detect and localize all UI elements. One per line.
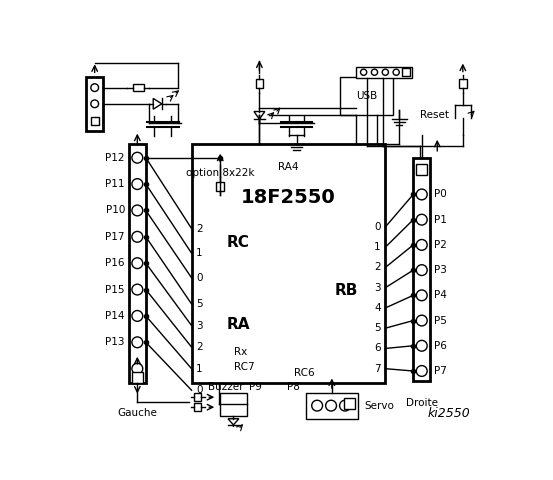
Text: P14: P14 bbox=[106, 311, 125, 321]
Bar bbox=[413, 158, 430, 381]
Text: RC: RC bbox=[226, 235, 249, 250]
Circle shape bbox=[91, 84, 98, 92]
Text: 4: 4 bbox=[374, 303, 380, 313]
Circle shape bbox=[416, 240, 427, 250]
Text: P4: P4 bbox=[434, 290, 447, 300]
Circle shape bbox=[132, 337, 143, 348]
Text: P17: P17 bbox=[106, 232, 125, 242]
Bar bbox=[459, 79, 467, 88]
Text: 2: 2 bbox=[196, 342, 203, 352]
Text: 18F2550: 18F2550 bbox=[241, 188, 336, 207]
Bar bbox=[86, 77, 103, 131]
Text: P5: P5 bbox=[434, 315, 447, 325]
Circle shape bbox=[416, 189, 427, 200]
Text: 1: 1 bbox=[196, 364, 203, 373]
Text: P2: P2 bbox=[434, 240, 447, 250]
Circle shape bbox=[312, 400, 322, 411]
Bar bbox=[132, 372, 143, 383]
Text: RC7: RC7 bbox=[234, 362, 255, 372]
Bar bbox=[129, 144, 146, 383]
Circle shape bbox=[132, 205, 143, 216]
Text: P11: P11 bbox=[106, 179, 125, 189]
Bar bbox=[341, 77, 393, 115]
Circle shape bbox=[416, 340, 427, 351]
Text: USB: USB bbox=[356, 91, 377, 101]
Text: 3: 3 bbox=[196, 321, 203, 331]
Text: Droite: Droite bbox=[406, 397, 438, 408]
Text: 1: 1 bbox=[374, 242, 380, 252]
Circle shape bbox=[340, 400, 351, 411]
Circle shape bbox=[132, 258, 143, 269]
Circle shape bbox=[132, 231, 143, 242]
Text: P7: P7 bbox=[434, 366, 447, 376]
Text: Buzzer: Buzzer bbox=[208, 382, 243, 392]
Text: 5: 5 bbox=[374, 323, 380, 333]
Text: P1: P1 bbox=[434, 215, 447, 225]
Bar bbox=[305, 393, 358, 419]
Bar bbox=[91, 117, 98, 125]
Circle shape bbox=[132, 311, 143, 321]
Circle shape bbox=[372, 69, 378, 75]
Circle shape bbox=[91, 100, 98, 108]
Circle shape bbox=[382, 69, 388, 75]
Circle shape bbox=[416, 290, 427, 301]
Circle shape bbox=[393, 69, 399, 75]
Text: Reset: Reset bbox=[420, 110, 449, 120]
Text: P16: P16 bbox=[106, 258, 125, 268]
Circle shape bbox=[416, 214, 427, 225]
Bar bbox=[356, 67, 411, 78]
Text: 1: 1 bbox=[196, 248, 203, 258]
Bar bbox=[216, 181, 224, 191]
Circle shape bbox=[132, 179, 143, 190]
Circle shape bbox=[416, 366, 427, 376]
Circle shape bbox=[132, 152, 143, 163]
Text: Rx: Rx bbox=[234, 347, 247, 357]
Text: RA4: RA4 bbox=[278, 162, 299, 172]
Text: 0: 0 bbox=[196, 385, 203, 395]
Circle shape bbox=[326, 400, 336, 411]
Text: ki2550: ki2550 bbox=[427, 407, 470, 420]
Text: Gauche: Gauche bbox=[117, 408, 157, 419]
Text: 2: 2 bbox=[374, 263, 380, 273]
Text: P3: P3 bbox=[434, 265, 447, 275]
Text: 6: 6 bbox=[374, 344, 380, 353]
Bar bbox=[345, 398, 355, 409]
Circle shape bbox=[416, 265, 427, 276]
Bar bbox=[194, 403, 201, 411]
Text: P9: P9 bbox=[249, 382, 262, 392]
Text: 3: 3 bbox=[374, 283, 380, 293]
Text: P0: P0 bbox=[434, 190, 447, 200]
Text: P12: P12 bbox=[106, 153, 125, 163]
Text: option 8x22k: option 8x22k bbox=[186, 168, 254, 178]
Bar bbox=[403, 68, 410, 76]
Bar bbox=[194, 393, 201, 401]
Text: RB: RB bbox=[335, 283, 358, 298]
Circle shape bbox=[132, 363, 143, 374]
Bar bbox=[191, 144, 385, 383]
Text: RC6: RC6 bbox=[294, 368, 314, 378]
Text: P13: P13 bbox=[106, 337, 125, 348]
Text: 5: 5 bbox=[196, 299, 203, 309]
Text: RA: RA bbox=[226, 317, 250, 332]
Circle shape bbox=[132, 284, 143, 295]
Text: P8: P8 bbox=[288, 382, 300, 392]
Text: 0: 0 bbox=[196, 273, 203, 283]
Bar bbox=[133, 84, 144, 92]
Circle shape bbox=[361, 69, 367, 75]
Bar bbox=[416, 164, 427, 175]
Text: P6: P6 bbox=[434, 341, 447, 351]
Text: Servo: Servo bbox=[364, 401, 394, 410]
Text: 2: 2 bbox=[196, 224, 203, 234]
Text: P10: P10 bbox=[106, 205, 125, 216]
Bar bbox=[255, 79, 263, 88]
Text: 0: 0 bbox=[374, 222, 380, 232]
Text: 7: 7 bbox=[374, 364, 380, 373]
Circle shape bbox=[416, 315, 427, 326]
Text: P15: P15 bbox=[106, 285, 125, 295]
Bar bbox=[220, 393, 247, 416]
